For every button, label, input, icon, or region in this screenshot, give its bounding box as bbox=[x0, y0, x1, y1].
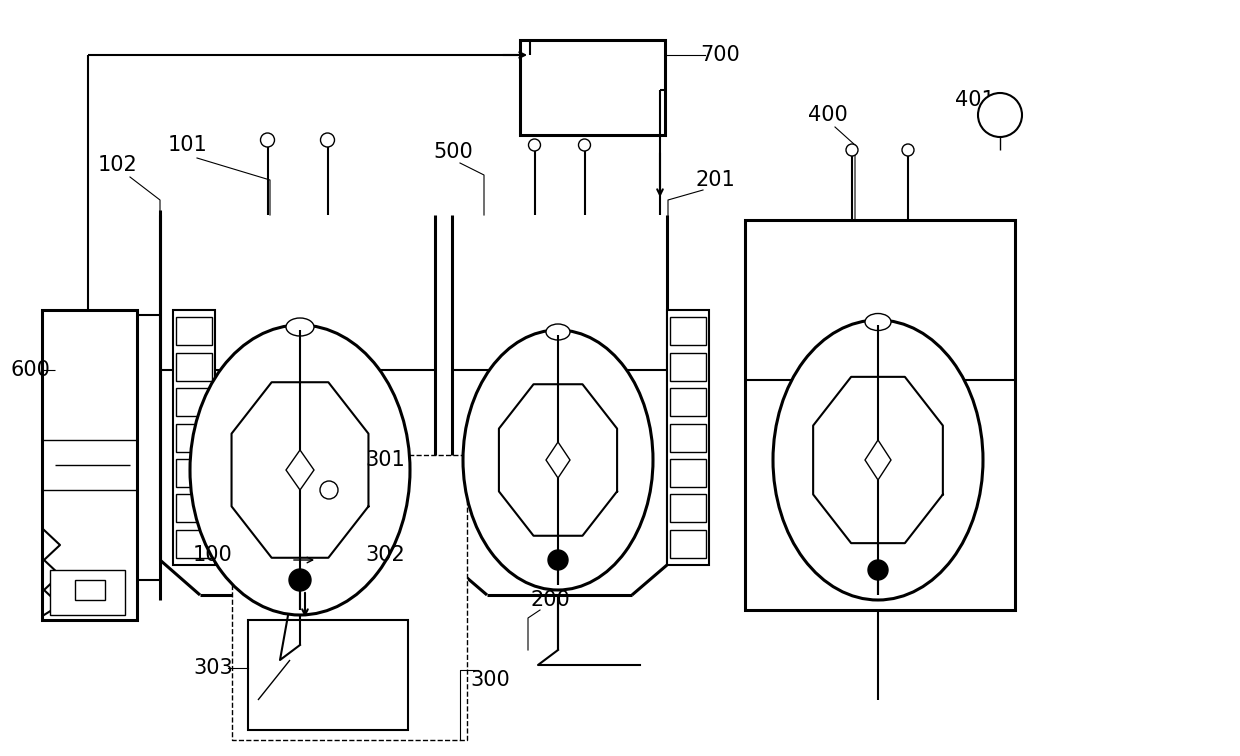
Text: 303: 303 bbox=[193, 658, 233, 678]
Text: 300: 300 bbox=[470, 670, 510, 690]
Circle shape bbox=[579, 139, 590, 151]
Bar bbox=[176, 459, 212, 487]
Circle shape bbox=[289, 569, 311, 591]
Bar bbox=[42, 310, 136, 620]
Ellipse shape bbox=[773, 320, 983, 600]
Bar bbox=[285, 545, 325, 577]
Text: 102: 102 bbox=[98, 155, 138, 175]
Bar bbox=[667, 310, 709, 565]
Text: 100: 100 bbox=[193, 545, 233, 565]
Text: 302: 302 bbox=[365, 545, 405, 565]
Bar bbox=[670, 459, 706, 487]
Text: 401: 401 bbox=[955, 90, 994, 110]
Text: 200: 200 bbox=[531, 590, 570, 610]
Text: 201: 201 bbox=[696, 170, 735, 190]
Ellipse shape bbox=[286, 318, 314, 336]
Text: 301: 301 bbox=[365, 450, 405, 470]
Bar bbox=[174, 310, 215, 565]
Bar bbox=[248, 620, 408, 730]
Bar bbox=[745, 220, 1016, 610]
Ellipse shape bbox=[866, 314, 892, 330]
Text: 600: 600 bbox=[10, 360, 50, 380]
Circle shape bbox=[978, 93, 1022, 137]
Bar bbox=[176, 530, 212, 558]
Text: 700: 700 bbox=[701, 45, 740, 65]
Bar bbox=[670, 530, 706, 558]
Circle shape bbox=[901, 144, 914, 156]
Bar bbox=[670, 388, 706, 416]
Bar bbox=[176, 318, 212, 345]
Text: 400: 400 bbox=[808, 105, 848, 125]
Circle shape bbox=[846, 144, 858, 156]
Circle shape bbox=[260, 133, 274, 147]
Bar bbox=[670, 353, 706, 381]
Circle shape bbox=[548, 550, 568, 570]
Circle shape bbox=[528, 139, 541, 151]
Bar bbox=[520, 40, 665, 135]
Text: 500: 500 bbox=[433, 142, 472, 162]
Polygon shape bbox=[546, 442, 570, 478]
Polygon shape bbox=[866, 440, 892, 480]
Bar bbox=[74, 580, 105, 600]
Text: 101: 101 bbox=[169, 135, 208, 155]
Bar bbox=[176, 388, 212, 416]
Bar bbox=[670, 423, 706, 451]
Bar bbox=[670, 318, 706, 345]
Ellipse shape bbox=[546, 324, 570, 340]
Ellipse shape bbox=[190, 325, 410, 615]
Bar bbox=[670, 494, 706, 522]
Bar bbox=[50, 570, 125, 615]
Bar bbox=[232, 455, 467, 740]
Bar bbox=[176, 423, 212, 451]
Ellipse shape bbox=[463, 330, 653, 590]
Bar bbox=[176, 353, 212, 381]
Circle shape bbox=[868, 560, 888, 580]
Circle shape bbox=[320, 481, 339, 499]
Polygon shape bbox=[286, 450, 314, 490]
Bar bbox=[176, 494, 212, 522]
Circle shape bbox=[320, 133, 335, 147]
